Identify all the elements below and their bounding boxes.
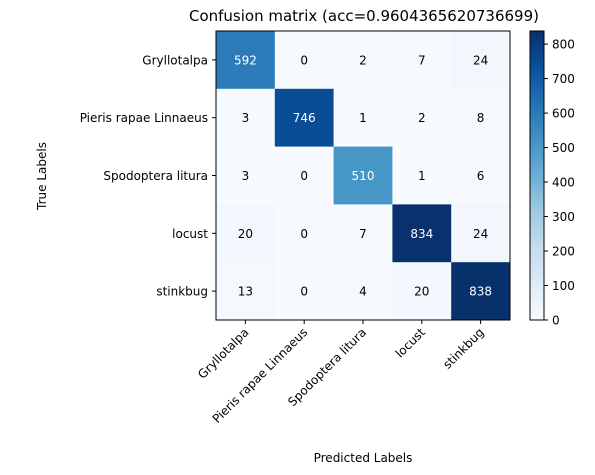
y-axis-label: True Labels (35, 142, 49, 211)
y-tick-label: locust (172, 227, 208, 241)
colorbar (530, 31, 544, 320)
colorbar-tick-label: 300 (552, 210, 575, 224)
colorbar-ticks: 0 100 200 300 400 500 600 700 800 (544, 38, 575, 328)
x-tick-label: locust (393, 325, 428, 360)
colorbar-tick-label: 500 (552, 141, 575, 155)
colorbar-tick-label: 800 (552, 38, 575, 52)
cell-value-label: 1 (359, 111, 367, 125)
cell-value-label: 24 (473, 53, 488, 67)
cell-value-label: 20 (414, 285, 429, 299)
colorbar-tick-label: 400 (552, 176, 575, 190)
cell-value-label: 0 (300, 53, 308, 67)
cell-value-label: 592 (234, 53, 257, 67)
chart-title: Confusion matrix (acc=0.9604365620736699… (189, 7, 539, 25)
cell-value-label: 2 (418, 111, 426, 125)
cell-value-label: 0 (300, 227, 308, 241)
cell-value-label: 13 (238, 285, 253, 299)
cell-value-label: 3 (242, 111, 250, 125)
colorbar-tick-label: 0 (552, 314, 560, 328)
x-tick-label: Pieris rapae Linnaeus (210, 325, 311, 426)
colorbar-tick-label: 200 (552, 245, 575, 259)
colorbar-tick-label: 600 (552, 107, 575, 121)
cell-value-label: 1 (418, 169, 426, 183)
x-tick-label: stinkbug (440, 325, 486, 371)
x-tick-label: Gryllotalpa (195, 325, 251, 381)
cell-value-label: 746 (293, 111, 316, 125)
cell-value-label: 24 (473, 227, 488, 241)
y-tick-label: Gryllotalpa (142, 53, 208, 67)
cell-value-label: 4 (359, 285, 367, 299)
y-tick-label: stinkbug (156, 285, 208, 299)
colorbar-tick-label: 700 (552, 72, 575, 86)
cell-value-label: 7 (418, 53, 426, 67)
y-axis-ticks: Gryllotalpa Pieris rapae Linnaeus Spodopte… (80, 53, 216, 298)
y-tick-label: Spodoptera litura (103, 169, 208, 183)
cell-value-label: 2 (359, 53, 367, 67)
cell-value-label: 3 (242, 169, 250, 183)
cell-value-label: 510 (352, 169, 375, 183)
cell-value-label: 20 (238, 227, 253, 241)
cell-value-label: 8 (477, 111, 485, 125)
cell-value-label: 6 (477, 169, 485, 183)
cell-value-label: 7 (359, 227, 367, 241)
cell-value-label: 834 (410, 227, 433, 241)
y-tick-label: Pieris rapae Linnaeus (80, 111, 208, 125)
cell-value-label: 0 (300, 169, 308, 183)
colorbar-tick-label: 100 (552, 279, 575, 293)
cell-value-label: 0 (300, 285, 308, 299)
cell-value-label: 838 (469, 285, 492, 299)
x-axis-label: Predicted Labels (314, 451, 413, 465)
